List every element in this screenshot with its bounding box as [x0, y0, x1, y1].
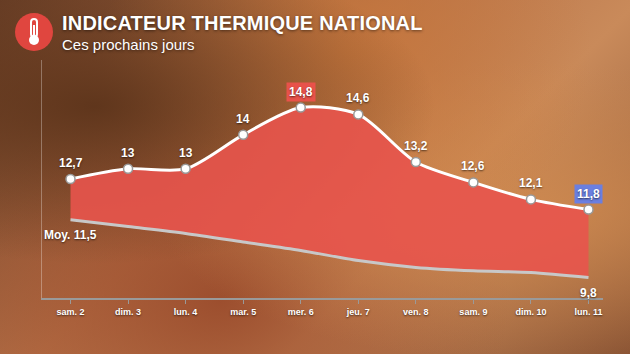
- svg-text:9,8: 9,8: [580, 286, 597, 300]
- svg-text:mer. 6: mer. 6: [288, 307, 314, 317]
- svg-text:dim. 10: dim. 10: [515, 307, 546, 317]
- svg-text:ven. 8: ven. 8: [403, 307, 429, 317]
- svg-text:14: 14: [236, 112, 250, 126]
- svg-text:13: 13: [179, 146, 193, 160]
- svg-text:12,6: 12,6: [461, 159, 485, 173]
- html-text:Ces prochains jours: Ces prochains jours: [62, 36, 195, 53]
- svg-text:dim. 3: dim. 3: [115, 307, 141, 317]
- svg-text:lun. 11: lun. 11: [574, 307, 602, 317]
- svg-text:jeu. 7: jeu. 7: [346, 307, 370, 317]
- svg-text:sam. 9: sam. 9: [459, 307, 487, 317]
- svg-text:sam. 2: sam. 2: [56, 307, 84, 317]
- svg-text:14,8: 14,8: [289, 85, 313, 99]
- svg-text:11,8: 11,8: [577, 187, 600, 201]
- svg-text:12,7: 12,7: [59, 156, 83, 170]
- svg-text:Moy. 11,5: Moy. 11,5: [44, 228, 97, 242]
- svg-text:13: 13: [121, 146, 135, 160]
- svg-text:13,2: 13,2: [404, 139, 428, 153]
- svg-text:14,6: 14,6: [346, 91, 370, 105]
- svg-text:lun. 4: lun. 4: [174, 307, 198, 317]
- svg-text:mar. 5: mar. 5: [230, 307, 256, 317]
- svg-text:12,1: 12,1: [519, 176, 543, 190]
- html-text:INDICATEUR THERMIQUE NATIONAL: INDICATEUR THERMIQUE NATIONAL: [62, 12, 423, 34]
